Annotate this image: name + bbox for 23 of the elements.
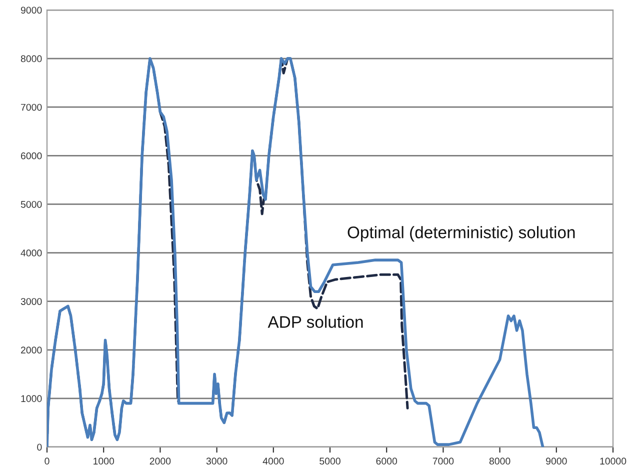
x-tick-label: 2000 [150, 458, 171, 465]
x-tick-label: 10000 [600, 458, 626, 465]
x-tick-label: 7000 [432, 458, 454, 465]
x-tick-label: 4000 [262, 458, 284, 465]
x-tick-label: 9000 [546, 458, 567, 465]
y-tick-label: 2000 [21, 346, 42, 354]
y-tick-label: 0 [37, 444, 42, 451]
x-tick-label: 0 [44, 458, 50, 465]
x-tick-label: 8000 [489, 458, 510, 465]
x-tick-label: 6000 [376, 458, 398, 465]
y-tick-label: 6000 [21, 152, 42, 160]
x-tick-label: 1000 [94, 458, 114, 465]
series-label: ADP solution [268, 316, 363, 328]
y-tick-label: 5000 [20, 200, 42, 208]
y-tick-label: 9000 [20, 6, 42, 14]
y-tick-label: 7000 [21, 104, 42, 111]
y-tick-label: 8000 [20, 55, 42, 62]
x-tick-label: 5000 [320, 458, 340, 465]
y-tick-label: 4000 [20, 250, 42, 256]
y-tick-label: 3000 [20, 298, 42, 305]
series-label: Optimal (deterministic) solution [348, 226, 575, 242]
x-tick-label: 3000 [206, 458, 228, 465]
y-tick-label: 1000 [21, 395, 42, 402]
